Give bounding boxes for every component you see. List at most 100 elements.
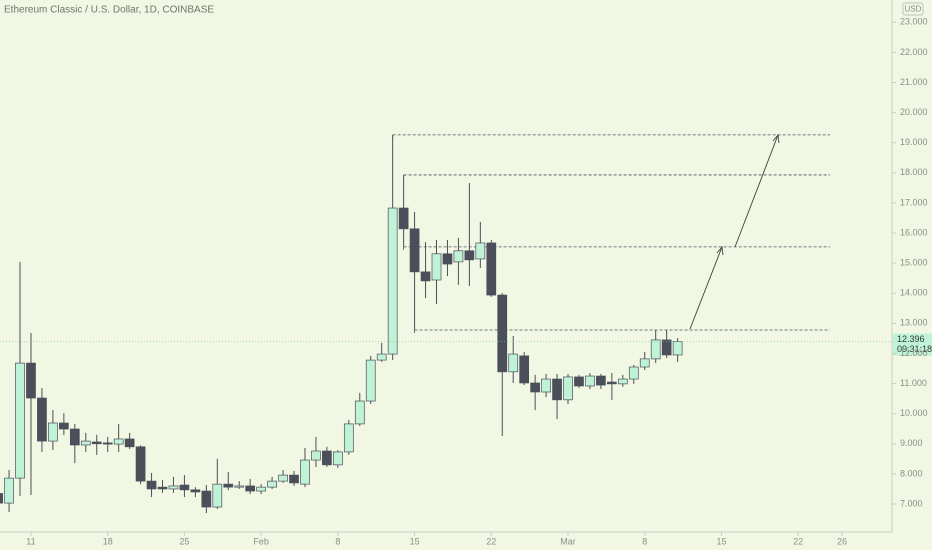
candle-body <box>267 480 277 488</box>
x-tick-label: 8 <box>642 536 647 546</box>
y-tick-label: 14.000 <box>900 288 928 298</box>
candle-body <box>563 376 573 401</box>
candle-body <box>650 339 661 360</box>
y-tick-label: 10.000 <box>900 408 928 418</box>
countdown-label: 09:31:18 <box>897 344 932 354</box>
y-tick-label: 9.000 <box>900 438 923 448</box>
candle-body <box>508 353 519 373</box>
x-tick-label: 8 <box>335 536 340 546</box>
y-tick-label: 7.000 <box>900 498 923 508</box>
candle-body <box>486 242 497 296</box>
y-tick-label: 13.000 <box>900 318 928 328</box>
candle-body <box>475 242 486 260</box>
candle-body <box>596 375 606 386</box>
y-tick-label: 8.000 <box>900 468 923 478</box>
candle-body <box>124 438 135 448</box>
candle-body <box>343 423 354 453</box>
candle-body <box>628 366 639 380</box>
candle-body <box>311 450 321 461</box>
candle-body <box>541 378 551 393</box>
candle-body <box>37 397 47 442</box>
candle-body <box>333 451 343 466</box>
currency-label: USD <box>905 5 922 14</box>
y-tick-label: 17.000 <box>900 197 928 207</box>
candle-body <box>552 378 562 401</box>
candle-body <box>157 486 168 490</box>
candle-body <box>168 485 179 490</box>
currency-box <box>902 2 924 16</box>
candle-body <box>102 442 113 445</box>
y-tick-label: 19.000 <box>900 137 928 147</box>
candle-body <box>0 493 3 504</box>
candle-body <box>69 428 80 446</box>
y-tick-label: 15.000 <box>900 258 928 268</box>
candle-body <box>91 441 102 445</box>
candle-body <box>519 355 530 384</box>
candle-body <box>354 400 365 425</box>
arrow-head <box>716 133 780 256</box>
candle-body <box>26 362 36 399</box>
candle-body <box>607 381 617 385</box>
candle-body <box>190 489 201 493</box>
candle-body <box>431 253 442 281</box>
y-tick-label: 22.000 <box>900 47 928 57</box>
candle-body <box>661 339 672 356</box>
candle-body <box>453 250 464 263</box>
candle-body <box>376 353 387 361</box>
x-tick-label: 22 <box>793 536 803 546</box>
candle-body <box>409 228 420 273</box>
y-tick-label: 23.000 <box>900 17 928 27</box>
candle-body <box>15 362 25 479</box>
x-tick-label: 15 <box>410 536 420 546</box>
candle-body <box>80 440 91 446</box>
candle-body <box>146 480 157 490</box>
x-tick-label: 26 <box>837 536 847 546</box>
x-tick-label: 18 <box>103 536 113 546</box>
candle-body <box>617 378 628 385</box>
candle-body <box>256 486 266 492</box>
candle-body <box>585 375 595 387</box>
x-tick-label: 15 <box>716 536 726 546</box>
candle-body <box>113 438 124 445</box>
y-tick-label: 12.000 <box>900 348 928 358</box>
candle-body <box>179 484 190 491</box>
y-tick-label: 21.000 <box>900 77 928 87</box>
last-price-tag <box>893 333 932 356</box>
candle-body <box>387 207 398 355</box>
y-tick-label: 11.000 <box>900 378 927 388</box>
candle-body <box>4 477 14 504</box>
y-tick-label: 16.000 <box>900 227 928 237</box>
candle-body <box>398 207 409 230</box>
candle-body <box>365 359 376 402</box>
candle-body <box>245 485 256 492</box>
chart-title: Ethereum Classic / U.S. Dollar, 1D, COIN… <box>4 5 214 16</box>
candle-body <box>48 422 58 442</box>
candle-body <box>420 271 431 282</box>
candle-body <box>135 446 146 482</box>
candle-body <box>639 358 650 368</box>
candle-body <box>201 490 212 508</box>
candle-body <box>322 450 332 466</box>
candle-body <box>223 483 234 488</box>
candle-body <box>234 485 245 488</box>
y-tick-label: 20.000 <box>900 107 928 117</box>
x-tick-label: 11 <box>26 536 35 546</box>
candle-body <box>464 250 475 261</box>
candle-body <box>672 341 683 356</box>
candle-body <box>59 422 69 430</box>
x-tick-label: Mar <box>560 536 576 546</box>
candle-body <box>300 459 310 485</box>
y-tick-label: 18.000 <box>900 167 928 177</box>
candle-body <box>212 483 223 508</box>
candle-body <box>442 253 453 265</box>
x-tick-label: 25 <box>179 536 189 546</box>
projection-arrow <box>689 134 779 330</box>
candle-body <box>289 474 299 484</box>
x-tick-label: Feb <box>253 536 269 546</box>
candle-body <box>497 294 508 373</box>
candle-body <box>574 376 584 387</box>
candle-body <box>278 474 288 482</box>
candle-body <box>530 382 540 393</box>
last-price-label: 12.396 <box>897 334 925 344</box>
